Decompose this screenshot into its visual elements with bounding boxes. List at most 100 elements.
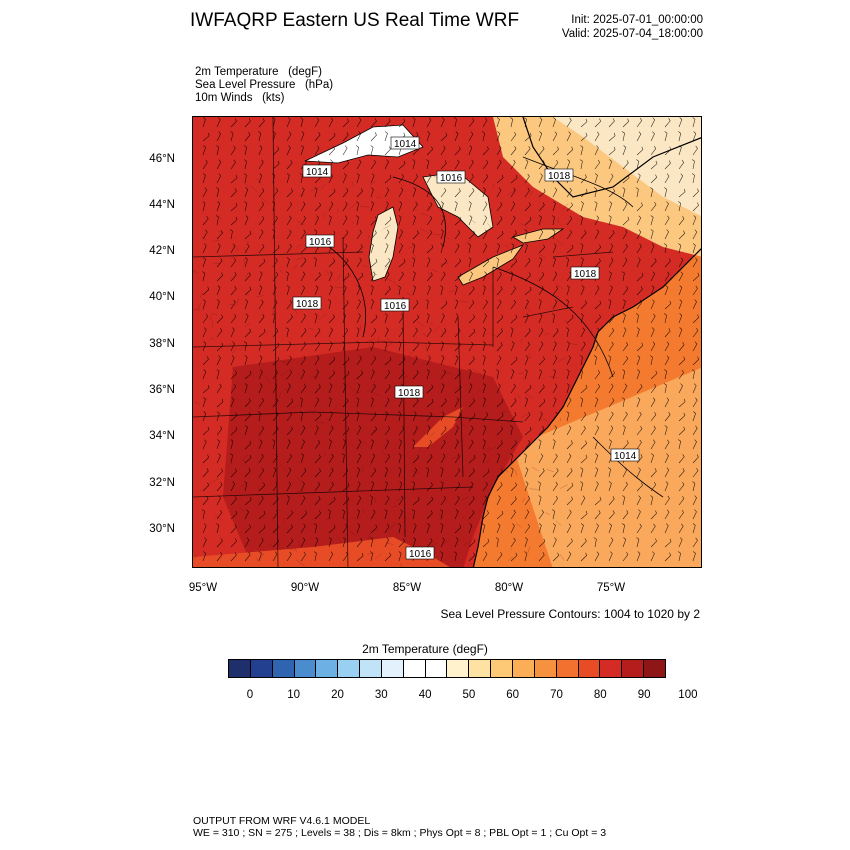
wind-barb: [356, 272, 364, 282]
wind-barb: [216, 495, 221, 506]
wind-barb: [342, 496, 350, 506]
wind-barb: [524, 173, 530, 184]
wind-barb: [454, 524, 462, 534]
wind-barb: [272, 496, 279, 506]
wind-barb: [650, 215, 654, 226]
county-line: [240, 482, 248, 487]
lat-label: 32°N: [149, 477, 175, 489]
wind-barb: [230, 538, 237, 548]
wind-barb: [496, 159, 502, 170]
wind-barb: [230, 327, 235, 338]
wind-barb: [552, 201, 556, 212]
wind-barb: [636, 243, 642, 254]
wind-barb: [650, 510, 657, 520]
wind-barb: [524, 299, 529, 310]
wind-barb: [650, 495, 654, 506]
wind-barb: [692, 454, 699, 464]
wind-barb: [692, 272, 700, 282]
wind-barb: [692, 397, 698, 408]
field-list: 2m Temperature (degF) Sea Level Pressure…: [195, 66, 333, 105]
wind-barb: [538, 188, 546, 198]
wind-barb: [356, 370, 364, 380]
wind-barb: [538, 244, 546, 254]
wind-barb: [524, 202, 531, 212]
isobar-label: 1016: [405, 546, 435, 560]
wind-barb: [342, 398, 349, 408]
wind-barb: [229, 453, 233, 464]
wind-barb: [678, 383, 683, 394]
wind-barb: [510, 314, 518, 324]
wind-barb: [440, 187, 447, 198]
wind-barb: [426, 439, 432, 450]
wind-barb: [552, 341, 557, 352]
wind-barb: [636, 146, 644, 156]
wind-barb: [454, 285, 458, 296]
wind-barb: [314, 117, 320, 128]
wind-barb: [552, 117, 556, 128]
wind-barb: [244, 118, 251, 128]
wind-barb: [650, 468, 657, 478]
lat-label: 42°N: [149, 245, 175, 257]
svg-text:1014: 1014: [394, 139, 417, 150]
wind-barb: [496, 426, 503, 436]
county-line: [217, 230, 225, 234]
wind-barb: [636, 509, 641, 520]
county-line: [500, 465, 509, 472]
wind-barb: [356, 201, 360, 212]
wind-barb: [468, 468, 475, 478]
wind-barb: [482, 495, 488, 506]
wind-barb: [384, 439, 389, 450]
county-line: [279, 359, 288, 366]
wind-barb: [258, 173, 263, 184]
wind-barb: [230, 257, 236, 268]
wind-barb: [454, 201, 458, 212]
wind-barb: [594, 145, 599, 156]
wind-barb: [440, 426, 447, 436]
wind-barb: [244, 328, 252, 338]
wind-barb: [663, 243, 667, 254]
county-line: [422, 333, 427, 336]
lon-label: 75°W: [596, 582, 626, 594]
county-line: [365, 338, 375, 343]
wind-barb: [412, 314, 420, 324]
wind-barb: [496, 216, 503, 226]
wind-barb: [636, 272, 644, 282]
wind-barb: [580, 454, 588, 464]
wind-barb: [608, 496, 615, 506]
wind-barb: [398, 229, 403, 240]
county-line: [244, 323, 251, 327]
wind-barb: [664, 355, 670, 366]
wind-barb: [524, 355, 529, 366]
wind-barb: [328, 439, 332, 450]
wind-barb: [579, 369, 583, 380]
wind-barb: [300, 510, 308, 520]
county-line: [346, 383, 352, 389]
wind-barb: [370, 397, 374, 408]
county-line: [522, 498, 525, 503]
wind-barb: [454, 537, 459, 548]
wind-barb: [538, 411, 543, 422]
wind-barb: [355, 145, 359, 156]
wind-barb: [496, 342, 503, 352]
wind-barb: [580, 397, 584, 408]
wind-barb: [510, 327, 514, 338]
county-line: [296, 244, 303, 248]
wind-barb: [453, 551, 457, 562]
wind-barb: [538, 229, 544, 240]
county-line: [243, 247, 249, 254]
wind-barb: [692, 356, 700, 366]
wind-barb: [650, 160, 658, 170]
wind-barb: [328, 397, 332, 408]
county-line: [194, 402, 200, 405]
state-border: [552, 251, 614, 258]
wind-barb: [664, 552, 672, 562]
wind-barb: [356, 495, 362, 506]
wind-barb: [370, 383, 376, 394]
wind-barb: [510, 496, 517, 506]
wind-barb: [426, 229, 433, 240]
wind-barb: [496, 299, 502, 310]
wind-barb: [398, 258, 406, 268]
footer-line-1: OUTPUT FROM WRF V4.6.1 MODEL: [193, 815, 371, 827]
wind-barb: [272, 201, 276, 212]
wind-barb: [342, 467, 349, 478]
